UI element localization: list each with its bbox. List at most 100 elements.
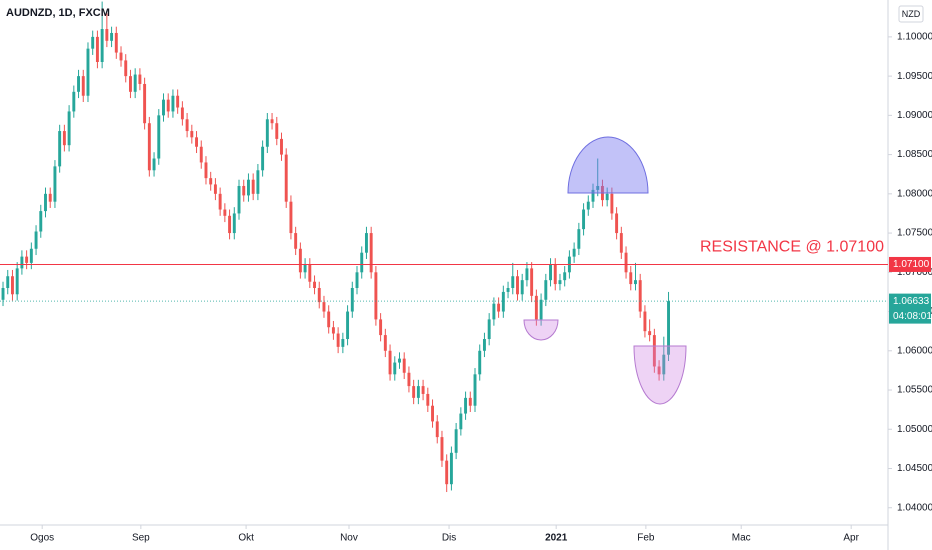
candle-body [232,213,236,234]
x-tick-label: Okt [238,533,254,544]
candle-body [242,185,246,196]
candle-body [421,386,425,394]
candle-body [341,339,345,347]
candle-body [473,374,477,406]
candle-body [29,248,33,263]
candle-body [346,311,350,340]
candle-body [44,193,47,212]
candle-body [143,83,147,124]
candle-body [308,264,312,282]
candle-body [261,146,265,171]
candle-body [487,319,491,340]
candle-body [270,119,274,124]
candle-body [591,189,595,202]
currency: NZD [902,9,921,19]
candle-body [294,233,298,249]
candle-body [327,311,331,328]
candle-body [398,358,401,363]
candle-body [256,170,260,194]
candle-body [166,99,170,112]
candle-body [237,185,241,214]
candle-body [629,272,633,285]
y-tick-label: 1.07000 [897,267,932,278]
candle-body [209,178,213,185]
candle-body [638,280,642,312]
candle-body [176,95,180,108]
candle-body [549,264,552,281]
candle-body [303,264,307,273]
candle-body [657,366,661,375]
candle-body [478,350,482,375]
candle-body [48,193,52,202]
candle-body [313,281,316,289]
candle-body [497,303,501,312]
candle-body [331,327,335,334]
candle-body [482,339,486,351]
candle-body [119,52,123,61]
candle-body [449,452,453,485]
countdown-label: 04:08:01 [893,311,932,322]
candle-body [53,166,57,202]
candle-body [563,272,567,281]
candle-body [539,299,543,320]
candle-body [412,386,416,398]
candle-body [416,386,420,398]
candle-body [374,272,378,320]
x-tick-label: Feb [637,533,655,544]
candle-body [648,331,652,336]
candle-body [322,302,326,312]
candle-body [634,280,637,285]
candle-body [162,99,165,116]
candle-body [275,123,279,139]
currency-box[interactable] [898,5,924,23]
candle-body [180,107,184,120]
resistance-annotation: RESISTANCE @ 1.07100 [700,239,884,256]
candle-body [383,335,387,351]
candle-body [128,76,132,92]
candle-body [534,295,538,320]
candle-body [190,131,194,138]
candle-body [20,256,24,269]
candle-body [147,123,151,171]
candle-body [218,193,222,210]
candle-body [511,276,515,289]
resistance-price-label: 1.07100 [893,259,930,270]
candle-body [246,179,250,196]
candle-body [157,115,161,159]
candle-body [62,131,66,146]
candle-body [459,413,463,430]
candle-body [124,60,128,77]
candle-body [195,137,198,147]
resistance-price-box [889,256,931,272]
candle-body [133,74,137,92]
candle-body [265,119,269,147]
candle-body [454,429,458,453]
x-tick-label: Nov [340,533,358,544]
y-tick-label: 1.05000 [897,424,932,435]
y-tick-label: 1.09000 [897,110,932,121]
x-tick-label: Dis [442,533,456,544]
candle-body [100,29,104,62]
candle-body [251,179,255,194]
candle-body [553,264,557,285]
candle-body [586,201,590,210]
candle-body [364,233,368,253]
last-price-box [889,293,931,324]
x-tick-label: 2021 [545,533,568,544]
candle-body [91,36,95,49]
candle-body [298,248,302,273]
candle-body [86,48,90,96]
candle-body [223,209,227,216]
candle-body [336,333,340,347]
candle-body [605,193,609,201]
x-tick-label: Mac [732,533,751,544]
y-tick-label: 1.04000 [897,502,932,513]
candle-body [619,233,623,253]
candle-body [81,76,85,96]
candle-body [67,111,71,146]
y-tick-label: 1.08000 [897,188,932,199]
x-tick-label: Apr [843,533,859,544]
candle-body [662,354,666,375]
candle-body [350,288,354,312]
